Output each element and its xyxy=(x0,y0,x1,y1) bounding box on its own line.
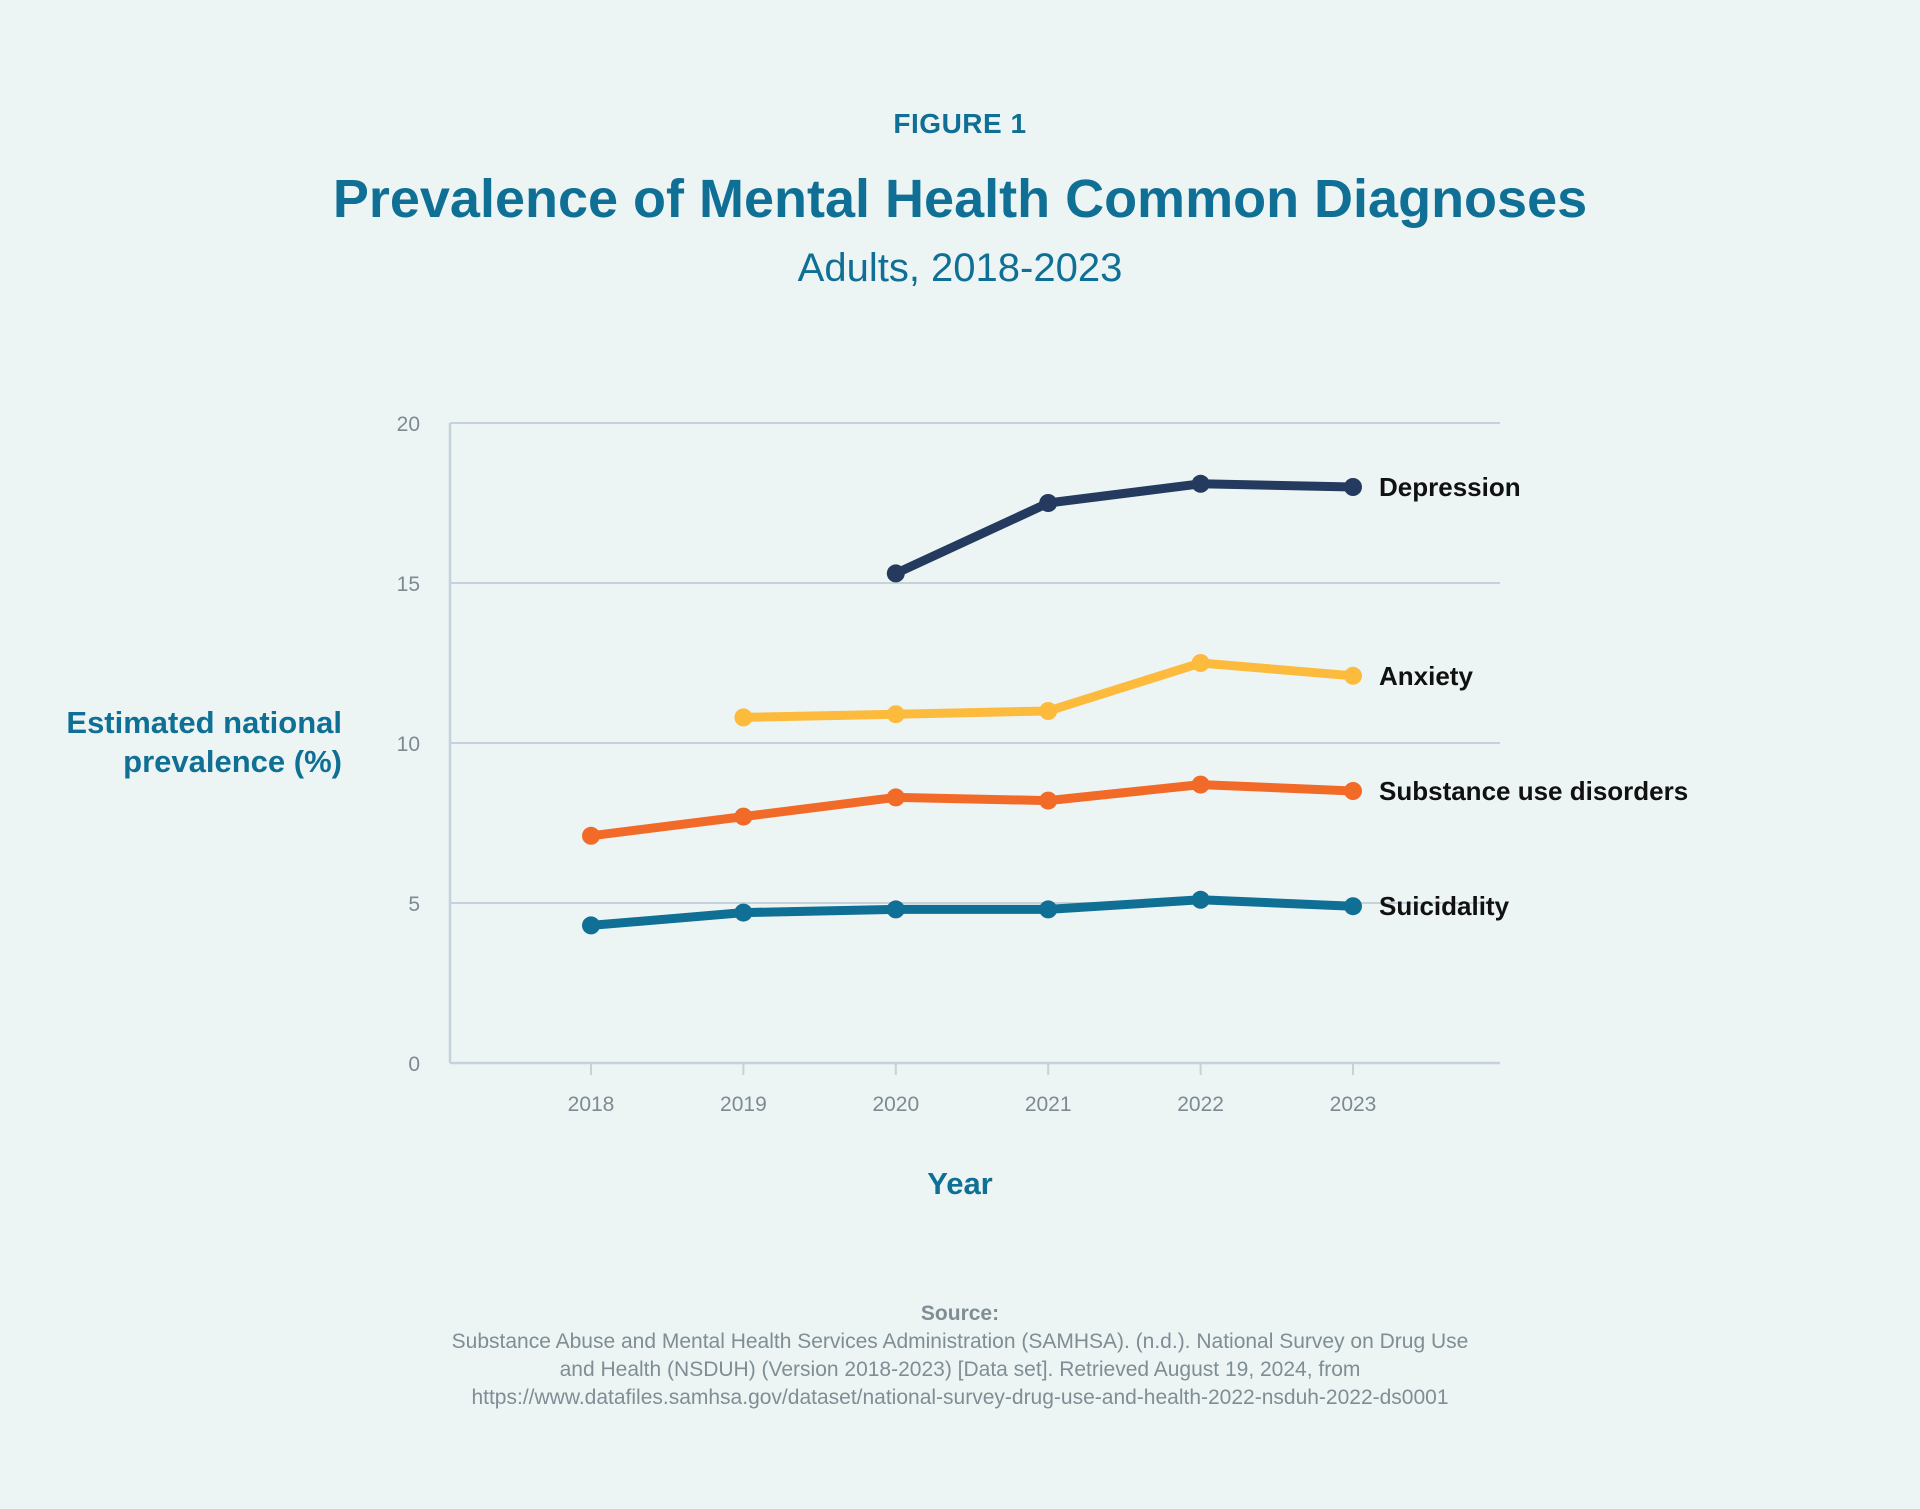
data-point-substance-use-disorders-2021 xyxy=(1039,791,1058,810)
data-point-depression-2021 xyxy=(1039,494,1058,512)
y-tick-label-0: 0 xyxy=(408,1053,420,1076)
data-point-substance-use-disorders-2022 xyxy=(1191,775,1210,794)
series-line-substance-use-disorders xyxy=(586,780,1358,841)
data-point-depression-2020 xyxy=(886,564,905,583)
source-note: Source: Substance Abuse and Mental Healt… xyxy=(310,1300,1610,1412)
data-point-anxiety-2021 xyxy=(1039,702,1058,720)
y-tick-label-15: 15 xyxy=(397,573,420,596)
data-point-suicidality-2021 xyxy=(1039,900,1058,919)
y-tick-label-10: 10 xyxy=(397,733,420,756)
y-tick-label-5: 5 xyxy=(408,893,420,916)
x-axis-label: Year xyxy=(927,1166,993,1201)
x-tick-label-2019: 2019 xyxy=(720,1093,767,1116)
data-point-substance-use-disorders-2018 xyxy=(582,826,600,845)
data-point-anxiety-2023 xyxy=(1344,666,1362,685)
series-label-suicidality: Suicidality xyxy=(1379,891,1510,921)
x-tick-label-2018: 2018 xyxy=(568,1093,615,1116)
y-tick-label-20: 20 xyxy=(397,413,420,436)
series-label-depression: Depression xyxy=(1379,472,1521,502)
y-axis-label: Estimated national prevalence (%) xyxy=(30,703,342,781)
data-point-suicidality-2023 xyxy=(1344,897,1362,916)
source-line-1: Substance Abuse and Mental Health Servic… xyxy=(451,1330,1469,1353)
data-point-substance-use-disorders-2023 xyxy=(1344,782,1362,800)
source-line-2: and Health (NSDUH) (Version 2018-2023) [… xyxy=(559,1358,1361,1381)
data-point-suicidality-2020 xyxy=(886,900,905,919)
data-point-depression-2023 xyxy=(1344,478,1362,496)
data-point-substance-use-disorders-2019 xyxy=(734,807,753,826)
chart-title: Prevalence of Mental Health Common Diagn… xyxy=(332,169,1588,229)
data-point-suicidality-2018 xyxy=(582,916,600,935)
y-axis-label-line-2: prevalence (%) xyxy=(123,744,342,779)
data-point-anxiety-2022 xyxy=(1191,654,1210,672)
data-point-anxiety-2019 xyxy=(734,708,753,727)
x-tick-label-2023: 2023 xyxy=(1330,1093,1377,1116)
series-label-substance-use-disorders: Substance use disorders xyxy=(1379,776,1688,806)
x-tick-label-2022: 2022 xyxy=(1177,1093,1224,1116)
series-line-depression xyxy=(891,479,1358,578)
source-line-3: https://www.datafiles.samhsa.gov/dataset… xyxy=(471,1386,1449,1409)
source-heading: Source: xyxy=(920,1302,1000,1325)
chart-subtitle: Adults, 2018-2023 xyxy=(797,246,1123,290)
data-point-suicidality-2019 xyxy=(734,903,753,922)
data-point-anxiety-2020 xyxy=(886,705,905,724)
figure-label: FIGURE 1 xyxy=(893,108,1027,139)
series-label-anxiety: Anxiety xyxy=(1379,661,1473,691)
series-line-suicidality xyxy=(586,895,1358,930)
data-point-depression-2022 xyxy=(1191,474,1210,493)
data-point-substance-use-disorders-2020 xyxy=(886,788,905,807)
y-axis-label-line-1: Estimated national xyxy=(66,705,342,740)
data-point-suicidality-2022 xyxy=(1191,890,1210,909)
x-tick-label-2021: 2021 xyxy=(1025,1093,1072,1116)
x-tick-label-2020: 2020 xyxy=(872,1093,919,1116)
